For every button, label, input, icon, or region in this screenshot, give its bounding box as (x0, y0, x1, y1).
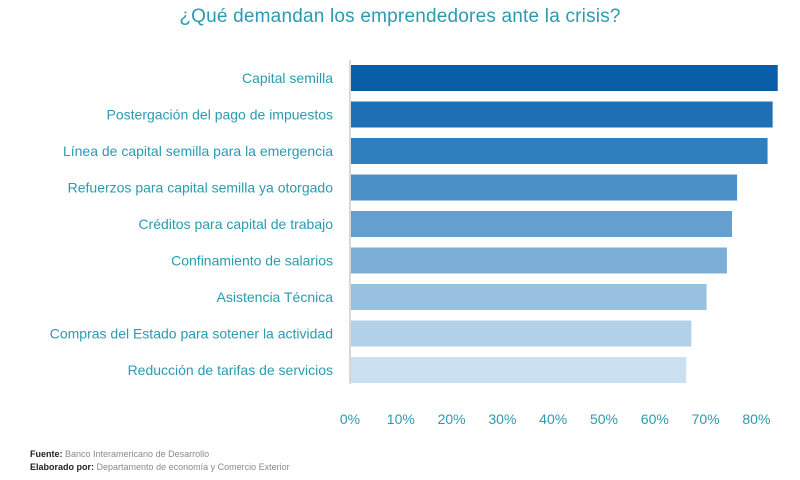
bar-1 (351, 65, 778, 91)
category-label-6: Confinamiento de salarios (171, 253, 333, 269)
category-label-3: Línea de capital semilla para la emergen… (63, 143, 333, 159)
category-label-7: Asistencia Técnica (217, 289, 334, 305)
source-value: Banco Interamericano de Desarrollo (65, 449, 210, 459)
x-tick-label-40: 40% (539, 411, 567, 427)
bar-3 (351, 138, 768, 164)
bar-2 (351, 101, 773, 128)
x-tick-labels: 0% 10% 20% 30% 40% 50% 60% 70% 80% (340, 411, 771, 427)
made-by-value: Departamento de economía y Comercio Exte… (96, 462, 290, 472)
category-label-1: Capital semilla (242, 70, 333, 86)
x-tick-label-20: 20% (438, 411, 466, 427)
category-label-2: Postergación del pago de impuestos (107, 107, 333, 123)
bar-9 (351, 357, 687, 383)
bars-group (351, 65, 778, 383)
source-label: Fuente: (30, 449, 63, 459)
chart-title: ¿Qué demandan los emprendedores ante la … (179, 6, 621, 27)
x-tick-label-60: 60% (641, 411, 669, 427)
x-tick-label-70: 70% (692, 411, 720, 427)
category-labels: Capital semilla Postergación del pago de … (50, 70, 333, 378)
made-by-line: Elaborado por: Departamento de economía … (30, 462, 290, 472)
bar-6 (351, 247, 727, 274)
bar-4 (351, 174, 738, 201)
category-label-4: Refuerzos para capital semilla ya otorga… (68, 180, 334, 196)
category-label-5: Créditos para capital de trabajo (138, 216, 333, 232)
x-tick-label-0: 0% (340, 411, 360, 427)
source-line: Fuente: Banco Interamericano de Desarrol… (30, 449, 209, 459)
category-label-8: Compras del Estado para sotener la activ… (50, 326, 333, 342)
bar-7 (351, 284, 707, 310)
category-label-9: Reducción de tarifas de servicios (128, 362, 333, 378)
x-tick-label-10: 10% (387, 411, 415, 427)
made-by-label: Elaborado por: (30, 462, 95, 472)
bar-8 (351, 320, 692, 347)
x-tick-label-30: 30% (488, 411, 516, 427)
x-tick-label-80: 80% (742, 411, 770, 427)
bar-5 (351, 211, 732, 237)
x-tick-label-50: 50% (590, 411, 618, 427)
